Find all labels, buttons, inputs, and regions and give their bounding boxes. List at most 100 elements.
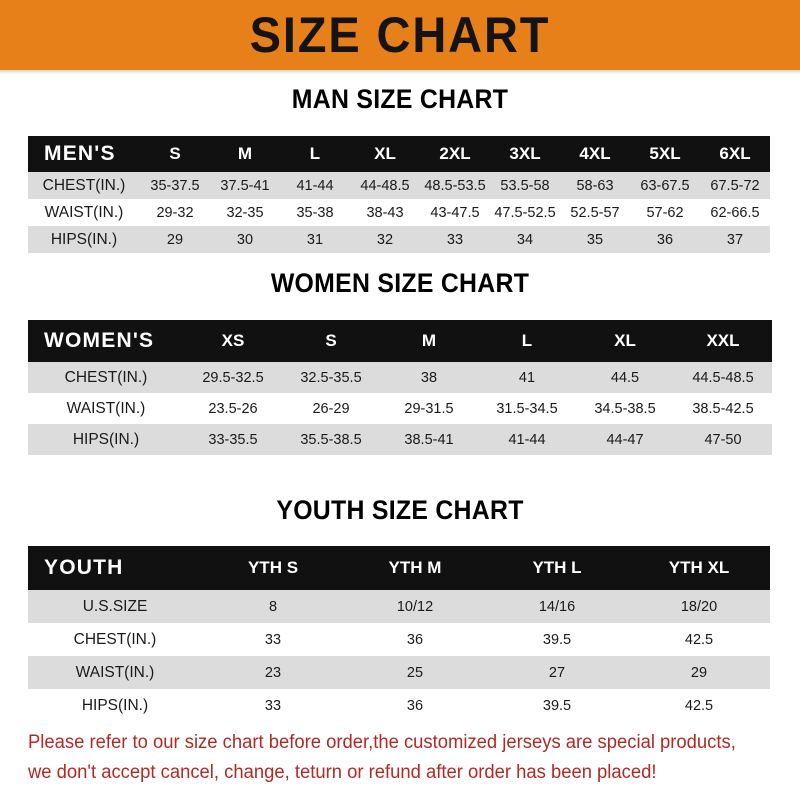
footer-line-1: Please refer to our size chart before or… (28, 732, 736, 753)
youth-row-label: WAIST(IN.) (75, 663, 155, 681)
men-cell: 37.5-41 (220, 177, 270, 194)
men-cell: 38-43 (366, 204, 404, 221)
women-cell: 31.5-34.5 (496, 400, 558, 417)
women-cell: 29.5-32.5 (202, 369, 264, 386)
men-cell: 57-62 (646, 204, 684, 221)
women-header-label: WOMEN'S (44, 329, 155, 352)
women-row-label: WAIST(IN.) (66, 399, 146, 417)
men-header-label: MEN'S (44, 142, 116, 165)
men-size-header: XL (374, 144, 396, 163)
women-cell: 44-47 (606, 431, 644, 448)
footer-line-2: we don't accept cancel, change, teturn o… (28, 762, 657, 783)
women-size-header: L (521, 331, 533, 350)
page-banner: SIZE CHART (0, 0, 800, 70)
men-size-header: 5XL (649, 144, 681, 163)
men-cell: 52.5-57 (570, 204, 620, 221)
youth-row-label: U.S.SIZE (82, 597, 148, 615)
men-cell: 43-47.5 (430, 204, 480, 221)
men-size-table: MEN'S S M L XL 2XL 3XL 4XL 5XL 6XL CHEST(IN.) 35-37… (28, 136, 770, 253)
men-cell: 32-35 (226, 204, 264, 221)
men-cell: 29 (166, 231, 184, 248)
men-cell: 48.5-53.5 (424, 177, 486, 194)
youth-cell: 18/20 (680, 598, 718, 615)
youth-cell: 27 (548, 664, 566, 681)
footer-disclaimer: Please refer to our size chart before or… (28, 728, 754, 788)
youth-cell: 33 (264, 697, 282, 714)
table-row: CHEST(IN.) 35-37.5 37.5-41 41-44 44-48.5 48.5… (28, 172, 770, 199)
men-header-row: MEN'S S M L XL 2XL 3XL 4XL 5XL 6XL (28, 136, 770, 172)
men-size-header: L (309, 144, 321, 163)
youth-row-label: CHEST(IN.) (73, 630, 157, 648)
women-cell: 38 (420, 369, 438, 386)
men-size-header: M (237, 144, 253, 163)
men-size-header: 3XL (509, 144, 541, 163)
men-cell: 47.5-52.5 (494, 204, 556, 221)
men-size-header: 4XL (579, 144, 611, 163)
women-cell: 33-35.5 (208, 431, 258, 448)
women-cell: 35.5-38.5 (300, 431, 362, 448)
table-row: HIPS(IN.) 29 30 31 32 33 34 35 36 37 (28, 226, 770, 253)
women-cell: 29-31.5 (404, 400, 454, 417)
men-size-header: 6XL (719, 144, 751, 163)
table-row: WAIST(IN.) 23 25 27 29 (28, 656, 770, 689)
men-size-header: 2XL (439, 144, 471, 163)
men-cell: 62-66.5 (710, 204, 760, 221)
women-row-label: CHEST(IN.) (64, 368, 148, 386)
women-cell: 44.5 (610, 369, 640, 386)
men-section-title: MAN SIZE CHART (291, 84, 509, 114)
youth-size-header: YTH M (388, 558, 442, 577)
youth-header-row: YOUTH YTH S YTH M YTH L YTH XL (28, 546, 770, 590)
men-cell: 58-63 (576, 177, 614, 194)
youth-cell: 29 (690, 664, 708, 681)
youth-cell: 42.5 (684, 697, 714, 714)
women-cell: 23.5-26 (208, 400, 258, 417)
men-cell: 32 (376, 231, 394, 248)
women-size-header: M (421, 331, 437, 350)
women-section-title: WOMEN SIZE CHART (270, 268, 530, 298)
men-cell: 35-38 (296, 204, 334, 221)
men-cell: 44-48.5 (360, 177, 410, 194)
men-cell: 37 (726, 231, 744, 248)
men-row-label: CHEST(IN.) (42, 176, 126, 194)
youth-size-header: YTH S (247, 558, 299, 577)
table-row: WAIST(IN.) 23.5-26 26-29 29-31.5 31.5-34.5 34… (28, 393, 772, 424)
men-cell: 35 (586, 231, 604, 248)
youth-cell: 8 (268, 598, 278, 615)
women-cell: 34.5-38.5 (594, 400, 656, 417)
table-row: U.S.SIZE 8 10/12 14/16 18/20 (28, 590, 770, 623)
men-cell: 33 (446, 231, 464, 248)
banner-shadow (0, 70, 800, 74)
men-row-label: HIPS(IN.) (50, 230, 118, 248)
women-cell: 32.5-35.5 (300, 369, 362, 386)
men-cell: 67.5-72 (710, 177, 760, 194)
men-size-header: S (169, 144, 181, 163)
women-header-row: WOMEN'S XS S M L XL XXL (28, 320, 772, 362)
women-size-header: XXL (706, 331, 740, 350)
youth-section-title: YOUTH SIZE CHART (276, 495, 524, 525)
men-cell: 31 (306, 231, 324, 248)
men-cell: 34 (516, 231, 534, 248)
women-cell: 38.5-41 (404, 431, 454, 448)
women-size-header: S (325, 331, 337, 350)
women-size-header: XS (221, 331, 245, 350)
youth-size-table: YOUTH YTH S YTH M YTH L YTH XL U.S.SIZE 8 10/12… (28, 546, 770, 722)
youth-cell: 42.5 (684, 631, 714, 648)
youth-cell: 39.5 (542, 697, 572, 714)
women-cell: 26-29 (312, 400, 350, 417)
men-cell: 41-44 (296, 177, 334, 194)
page-title: SIZE CHART (249, 7, 551, 63)
youth-size-header: YTH L (532, 558, 582, 577)
table-row: HIPS(IN.) 33-35.5 35.5-38.5 38.5-41 41-44 44-… (28, 424, 772, 455)
youth-cell: 36 (406, 631, 424, 648)
women-cell: 41 (518, 369, 536, 386)
table-row: CHEST(IN.) 33 36 39.5 42.5 (28, 623, 770, 656)
men-cell: 30 (236, 231, 254, 248)
women-size-table: WOMEN'S XS S M L XL XXL CHEST(IN.) 29.5-32.5 32.5… (28, 320, 772, 455)
men-cell: 35-37.5 (150, 177, 200, 194)
men-row-label: WAIST(IN.) (44, 203, 124, 221)
youth-cell: 23 (264, 664, 282, 681)
women-cell: 44.5-48.5 (692, 369, 754, 386)
youth-cell: 25 (406, 664, 424, 681)
men-cell: 53.5-58 (500, 177, 550, 194)
youth-cell: 33 (264, 631, 282, 648)
